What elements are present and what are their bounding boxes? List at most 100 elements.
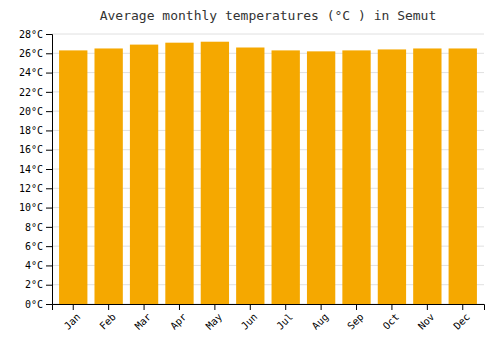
tick-mark [462, 304, 463, 310]
axis-line [53, 305, 485, 311]
tick-mark [356, 304, 357, 310]
tick: 2°C [25, 279, 52, 290]
tick-label: 14°C [19, 164, 43, 175]
tick-mark [108, 304, 109, 310]
tick: 0°C [25, 299, 52, 310]
tick-label: 26°C [19, 48, 43, 59]
tick-label: Oct [381, 311, 402, 332]
bar [94, 48, 122, 304]
bar [307, 51, 335, 304]
tick-label: Jun [239, 311, 260, 332]
bar [449, 48, 477, 304]
tick: 8°C [25, 222, 52, 233]
x-axis: Jan Feb Mar Apr May Jun Jul Aug Sep Oct Nov Dec [53, 304, 485, 332]
title: Average monthly temperatures (°C ) in Se… [100, 8, 437, 23]
tick-label: 6°C [25, 241, 43, 252]
tick: 24°C [19, 67, 52, 78]
tick-mark [46, 34, 52, 35]
tick-label: Jul [274, 311, 295, 332]
tick-mark [427, 304, 428, 310]
tick-mark [46, 265, 52, 266]
tick-label: 28°C [19, 29, 43, 40]
tick: 18°C [19, 125, 52, 136]
tick: Dec [451, 304, 472, 332]
tick: 28°C [19, 29, 52, 40]
tick-mark [46, 246, 52, 247]
tick-mark [46, 150, 52, 151]
plot: 0°C 2°C 4°C 6°C 8°C 10°C 12°C 14°C 16°C 18°C 20°C 2… [19, 29, 485, 332]
tick-label: Sep [345, 311, 366, 332]
tick: Mar [133, 304, 154, 332]
tick-label: 8°C [25, 222, 43, 233]
tick: Jun [239, 304, 260, 332]
tick-mark [179, 304, 180, 310]
tick-mark [46, 188, 52, 189]
tick: Jul [274, 304, 295, 332]
tick: Apr [168, 304, 189, 332]
tick-mark [285, 304, 286, 310]
tick-label: 20°C [19, 106, 43, 117]
tick: 14°C [19, 164, 52, 175]
bar [236, 48, 264, 305]
tick-label: Mar [133, 311, 154, 332]
tick-mark [46, 208, 52, 209]
tick-mark [73, 304, 74, 310]
tick-mark [46, 285, 52, 286]
tick: 26°C [19, 48, 52, 59]
tick-mark [46, 53, 52, 54]
tick: 10°C [19, 202, 52, 213]
tick: Nov [416, 304, 437, 332]
tick-mark [46, 111, 52, 112]
chart: Average monthly temperatures (°C ) in Se… [0, 0, 500, 350]
grid-line [52, 34, 484, 35]
grid [52, 34, 484, 304]
tick-label: Aug [310, 311, 331, 332]
tick: 16°C [19, 144, 52, 155]
tick: 4°C [25, 260, 52, 271]
tick-mark [250, 304, 251, 310]
tick-label: 22°C [19, 87, 43, 98]
bar [130, 45, 158, 304]
tick-label: 16°C [19, 144, 43, 155]
tick-label: 24°C [19, 67, 43, 78]
tick: 22°C [19, 87, 52, 98]
tick-mark [46, 304, 52, 305]
axis-line [46, 35, 53, 305]
tick-label: 18°C [19, 125, 43, 136]
bar [378, 49, 406, 304]
tick-label: 10°C [19, 202, 43, 213]
tick-label: Jan [62, 311, 83, 332]
tick-label: 0°C [25, 299, 43, 310]
tick: Oct [381, 304, 402, 332]
tick-mark [46, 73, 52, 74]
tick-label: 12°C [19, 183, 43, 194]
tick-label: May [204, 311, 225, 332]
bar [342, 50, 370, 304]
tick-mark [144, 304, 145, 310]
tick: May [204, 304, 225, 332]
bar [272, 50, 300, 304]
bar [165, 43, 193, 304]
bar [59, 50, 87, 304]
tick-label: Nov [416, 311, 437, 332]
tick: 12°C [19, 183, 52, 194]
tick-mark [46, 227, 52, 228]
tick-label: 2°C [25, 279, 43, 290]
bar [413, 48, 441, 304]
tick: Sep [345, 304, 366, 332]
tick-mark [46, 169, 52, 170]
tick-mark [214, 304, 215, 310]
bar [201, 42, 229, 304]
tick-mark [321, 304, 322, 310]
tick: Jan [62, 304, 83, 332]
tick-mark [391, 304, 392, 310]
y-axis: 0°C 2°C 4°C 6°C 8°C 10°C 12°C 14°C 16°C 18°C 20°C 2… [19, 29, 53, 310]
tick-label: 4°C [25, 260, 43, 271]
tick-label: Feb [97, 311, 118, 332]
tick: Aug [310, 304, 331, 332]
tick-label: Dec [451, 311, 472, 332]
tick: 20°C [19, 106, 52, 117]
tick-mark [46, 92, 52, 93]
tick-mark [46, 130, 52, 131]
bars [59, 42, 477, 304]
